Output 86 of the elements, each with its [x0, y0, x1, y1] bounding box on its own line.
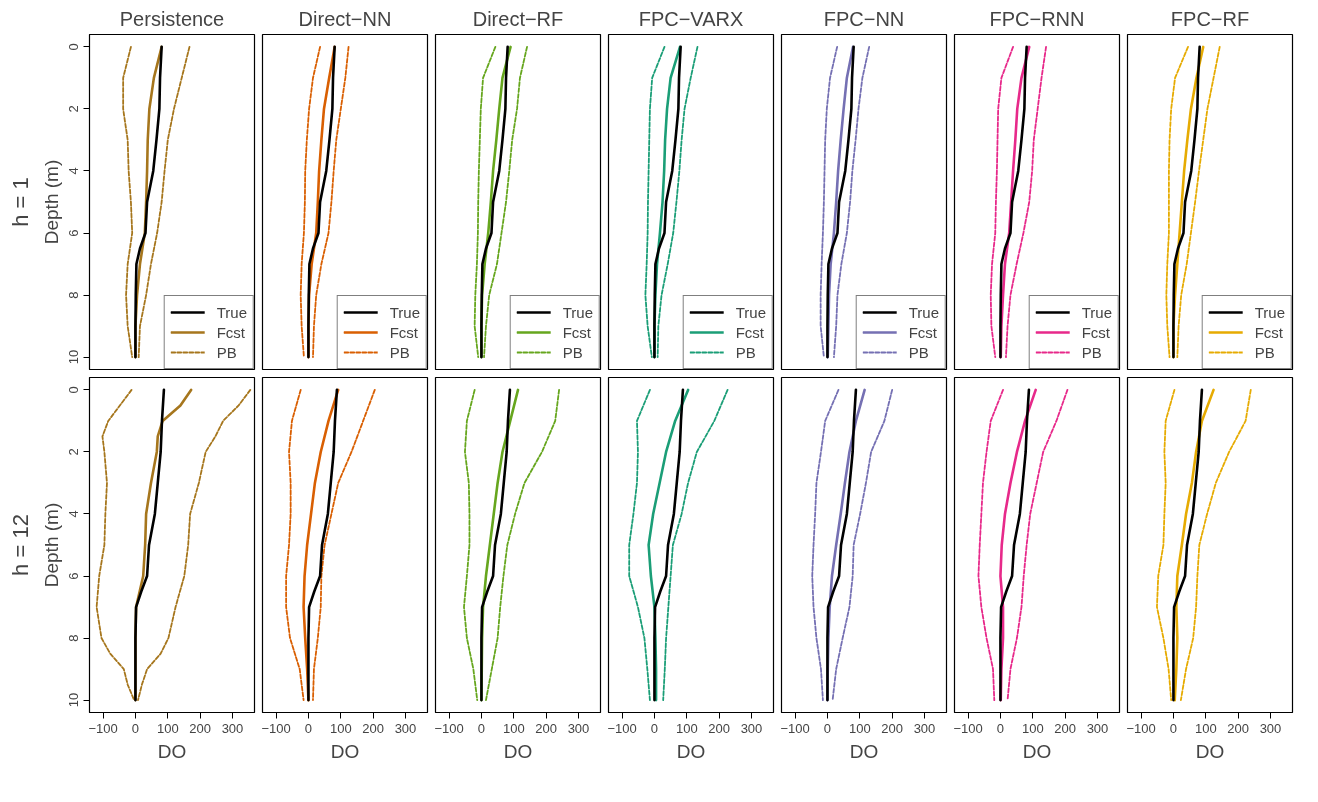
legend-label: True — [1081, 303, 1112, 321]
x-tick-label: −100 — [1126, 720, 1156, 736]
text: h = 1 — [7, 177, 33, 227]
chart-title: FPC−VARX — [638, 7, 744, 30]
y-tick-label: 10 — [66, 692, 82, 708]
legend-label: Fcst — [1081, 323, 1111, 341]
x-tick-label: 200 — [362, 720, 385, 736]
x-tick-label: 300 — [221, 720, 244, 736]
legend-label: Fcst — [735, 323, 765, 341]
x-tick-label: 300 — [567, 720, 590, 736]
x-tick-label: 100 — [675, 720, 698, 736]
x-tick-label: 100 — [502, 720, 525, 736]
x-tick-label: 0 — [304, 720, 313, 736]
y-tick-label: 2 — [66, 448, 82, 456]
chart-title: FPC−NN — [823, 7, 905, 30]
legend-label: Fcst — [562, 323, 592, 341]
x-tick-label: −100 — [88, 720, 118, 736]
y-tick-label: 6 — [66, 572, 82, 580]
chart-title: Direct−RF — [472, 7, 564, 30]
legend-label: Fcst — [216, 323, 246, 341]
y-tick-label: 0 — [66, 386, 82, 394]
x-tick-label: 0 — [477, 720, 486, 736]
legend-label: PB — [1254, 343, 1275, 361]
legend-label: PB — [216, 343, 237, 361]
chart-title: FPC−RF — [1170, 7, 1250, 30]
x-tick-label: −100 — [780, 720, 810, 736]
x-tick-label: −100 — [434, 720, 464, 736]
x-tick-label: 100 — [156, 720, 179, 736]
x-tick-label: 300 — [394, 720, 417, 736]
legend-label: True — [389, 303, 420, 321]
legend-label: Fcst — [908, 323, 938, 341]
x-tick-label: 300 — [740, 720, 763, 736]
legend-label: True — [1254, 303, 1285, 321]
x-tick-label: 200 — [1054, 720, 1077, 736]
x-tick-label: 100 — [1021, 720, 1044, 736]
x-tick-label: 200 — [708, 720, 731, 736]
legend-label: Fcst — [389, 323, 419, 341]
legend-label: PB — [562, 343, 583, 361]
y-tick-label: 4 — [66, 510, 82, 518]
x-tick-label: 0 — [823, 720, 832, 736]
y-axis-title: Depth (m) — [40, 502, 62, 588]
y-tick-label: 0 — [66, 43, 82, 51]
x-tick-label: −100 — [953, 720, 983, 736]
x-tick-label: 200 — [881, 720, 904, 736]
legend-label: PB — [735, 343, 756, 361]
chart-title: Direct−NN — [298, 7, 392, 30]
x-tick-label: 200 — [189, 720, 212, 736]
x-tick-label: 100 — [1194, 720, 1217, 736]
y-tick-label: 2 — [66, 105, 82, 113]
chart-title: Persistence — [119, 7, 225, 30]
x-tick-label: 100 — [329, 720, 352, 736]
x-tick-label: 0 — [996, 720, 1005, 736]
x-axis-title: DO — [157, 740, 187, 762]
y-tick-label: 8 — [66, 291, 82, 299]
legend-label: Fcst — [1254, 323, 1284, 341]
x-tick-label: 200 — [1227, 720, 1250, 736]
x-axis-title: DO — [676, 740, 706, 762]
x-axis-title: DO — [849, 740, 879, 762]
legend-label: True — [908, 303, 939, 321]
x-tick-label: 300 — [1086, 720, 1109, 736]
x-axis-title: DO — [503, 740, 533, 762]
x-axis-title: DO — [1195, 740, 1225, 762]
x-tick-label: 200 — [535, 720, 558, 736]
y-tick-label: 4 — [66, 167, 82, 175]
legend-label: True — [735, 303, 766, 321]
x-tick-label: −100 — [261, 720, 291, 736]
legend-label: PB — [908, 343, 929, 361]
legend-label: PB — [389, 343, 410, 361]
y-tick-label: 8 — [66, 634, 82, 642]
y-tick-label: 10 — [66, 349, 82, 365]
text: h = 12 — [7, 514, 33, 576]
legend-label: True — [216, 303, 247, 321]
x-axis-title: DO — [330, 740, 360, 762]
x-tick-label: 0 — [650, 720, 659, 736]
chart-title: FPC−RNN — [989, 7, 1085, 30]
y-axis-title: Depth (m) — [40, 159, 62, 245]
legend-label: True — [562, 303, 593, 321]
legend-label: PB — [1081, 343, 1102, 361]
x-tick-label: 300 — [1259, 720, 1282, 736]
x-tick-label: 300 — [913, 720, 936, 736]
x-tick-label: 0 — [131, 720, 140, 736]
y-tick-label: 6 — [66, 229, 82, 237]
x-axis-title: DO — [1022, 740, 1052, 762]
x-tick-label: 100 — [848, 720, 871, 736]
x-tick-label: 0 — [1169, 720, 1178, 736]
x-tick-label: −100 — [607, 720, 637, 736]
